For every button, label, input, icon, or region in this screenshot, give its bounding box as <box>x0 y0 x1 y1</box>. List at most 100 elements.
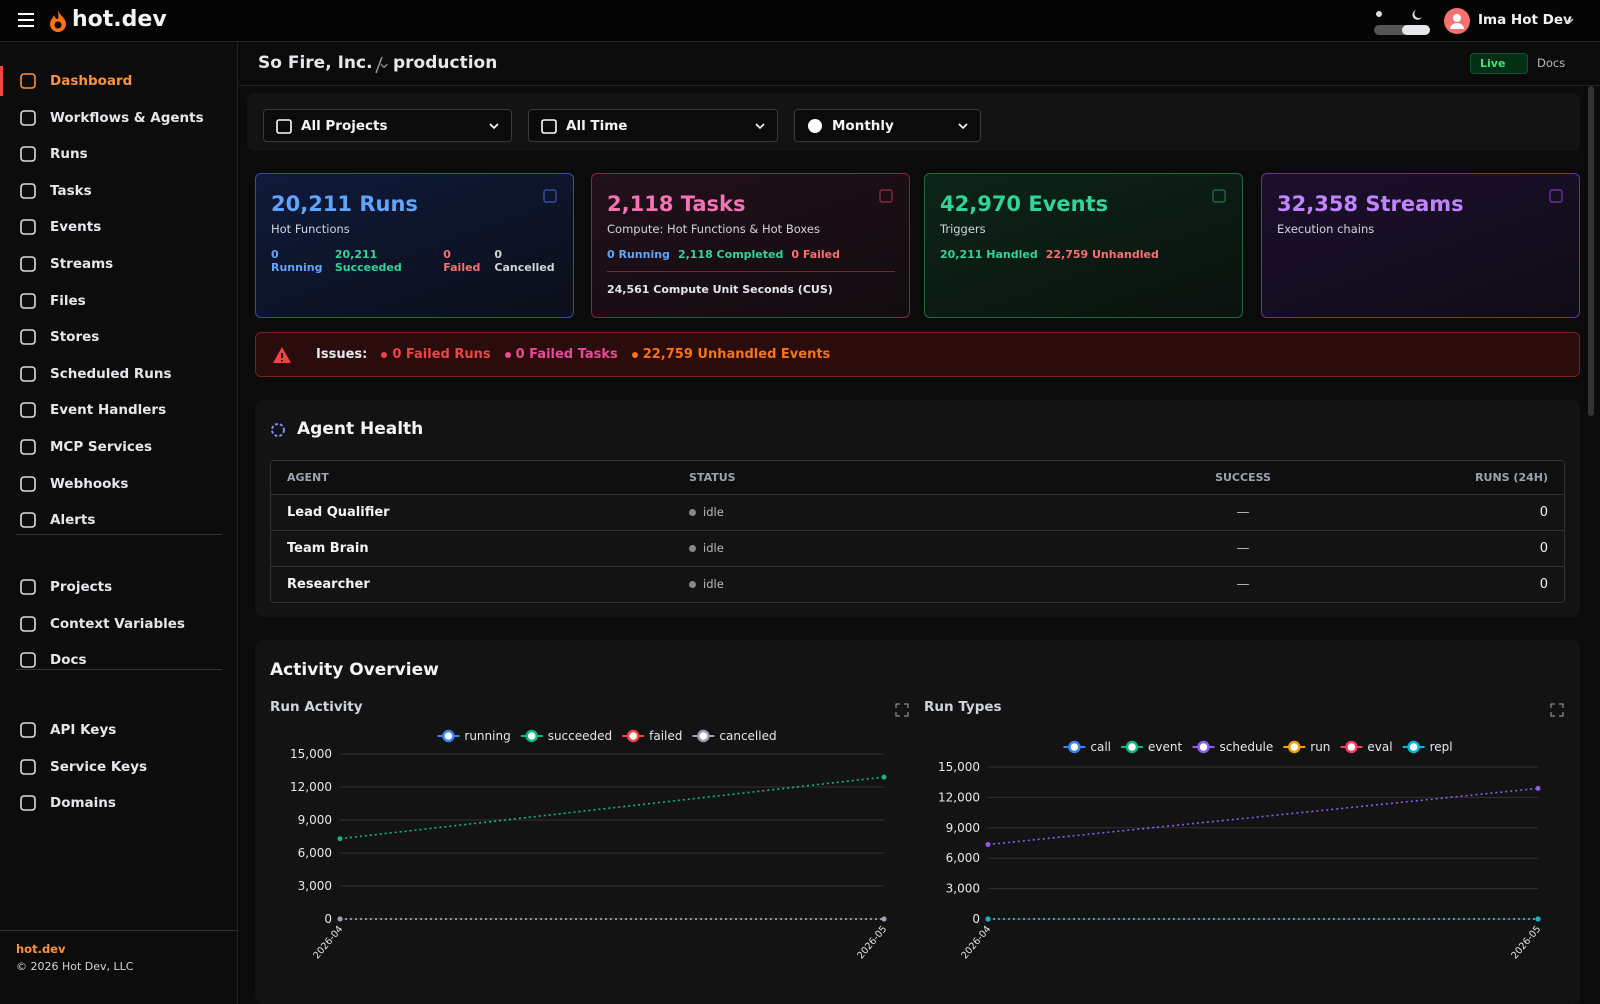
nav-item[interactable]: Events <box>18 212 101 242</box>
footer-link[interactable]: hot.dev <box>16 942 66 956</box>
nav-item[interactable]: Event Handlers <box>18 395 166 425</box>
legend-item[interactable]: schedule <box>1192 740 1273 754</box>
card-stat: 22,759 Unhandled <box>1045 248 1159 261</box>
nav-item[interactable]: Runs <box>18 139 88 169</box>
brand[interactable]: hot.dev <box>72 7 167 32</box>
filter-icon <box>541 118 557 134</box>
nav-icon <box>20 182 36 199</box>
table-cell: Team Brain <box>271 529 673 566</box>
card-icon <box>1549 189 1563 203</box>
nav-icon <box>20 402 36 419</box>
card-stats: 0 Running 20,211 Succeeded 0 Failed 0 Cance… <box>271 248 558 274</box>
legend-item[interactable]: repl <box>1402 740 1453 754</box>
nav-label: Projects <box>50 579 113 595</box>
nav-item[interactable]: Scheduled Runs <box>18 359 172 389</box>
card-stat: 0 Running <box>607 248 670 261</box>
docs-link[interactable]: Docs <box>1537 56 1566 70</box>
nav-item[interactable]: Alerts <box>18 505 95 535</box>
nav-icon <box>20 109 36 126</box>
theme-toggle[interactable] <box>1370 6 1434 38</box>
menu-icon[interactable] <box>18 13 34 27</box>
environment[interactable]: production <box>393 53 498 73</box>
nav-item[interactable]: Dashboard <box>18 66 132 96</box>
logo-icon <box>50 10 66 32</box>
card-icon <box>879 189 893 203</box>
nav-item[interactable]: Webhooks <box>18 469 128 499</box>
filter-button[interactable]: Monthly <box>794 109 981 142</box>
nav-item[interactable]: Streams <box>18 249 113 279</box>
issues-label: Issues: <box>316 347 368 362</box>
nav-label: Stores <box>50 329 100 346</box>
nav-icon <box>20 795 36 811</box>
nav-icon <box>20 722 36 738</box>
data-point <box>337 916 343 922</box>
issue-text: 0 Failed Tasks <box>515 347 618 362</box>
nav-item[interactable]: Files <box>18 286 86 316</box>
column-header: SUCCESS <box>1215 470 1271 484</box>
table-cell: 0 <box>1393 565 1564 602</box>
icon-shape <box>20 329 36 345</box>
nav-icon <box>20 256 36 272</box>
issue-item: 0 Failed Runs <box>381 347 491 362</box>
legend-marker <box>626 729 640 743</box>
legend-item[interactable]: event <box>1121 740 1182 754</box>
expand-icon[interactable] <box>1550 703 1564 717</box>
y-tick-label: 3,000 <box>946 882 980 896</box>
cell-text: 0 <box>1539 576 1548 592</box>
filter-icon <box>276 118 292 134</box>
status-dot <box>689 545 696 552</box>
footer-divider <box>0 930 237 931</box>
icon-shape <box>20 365 36 382</box>
nav-item[interactable]: Docs <box>18 645 87 675</box>
chart-title: Run Types <box>924 699 1002 715</box>
live-badge[interactable]: Live <box>1470 53 1529 74</box>
y-tick-label: 3,000 <box>298 879 332 893</box>
legend-marker <box>1345 740 1358 754</box>
nav-icon <box>20 146 36 162</box>
nav-item[interactable]: API Keys <box>18 715 116 745</box>
nav-item[interactable]: Service Keys <box>18 752 147 782</box>
avatar[interactable] <box>1444 8 1470 34</box>
nav-icon <box>20 758 36 775</box>
legend-item[interactable]: succeeded <box>520 729 612 743</box>
nav-icon <box>20 615 36 632</box>
icon-shape <box>541 118 557 134</box>
user-name[interactable]: Ima Hot Dev <box>1478 12 1572 28</box>
stat-card[interactable]: 20,211 Runs Hot Functions 0 Running 20,211 … <box>255 173 574 318</box>
legend-item[interactable]: cancelled <box>692 729 777 743</box>
stat-card[interactable]: 32,358 Streams Execution chains <box>1261 173 1580 318</box>
icon-shape <box>543 189 557 203</box>
nav-label: MCP Services <box>50 439 153 455</box>
icon-shape <box>20 652 36 668</box>
legend-marker <box>442 729 455 743</box>
nav-divider <box>16 534 222 535</box>
legend-item[interactable]: run <box>1283 740 1330 754</box>
legend-item[interactable]: eval <box>1340 740 1393 754</box>
slash-icon <box>375 56 383 74</box>
nav-item[interactable]: Domains <box>18 788 116 818</box>
legend-item[interactable]: failed <box>622 729 682 743</box>
nav-item[interactable]: Tasks <box>18 176 92 206</box>
filter-button[interactable]: All Projects <box>263 109 512 142</box>
nav-item[interactable]: Context Variables <box>18 609 185 639</box>
filter-button[interactable]: All Time <box>528 109 778 142</box>
legend-item[interactable]: running <box>437 729 511 743</box>
table-header-row: AGENT STATUS SUCCESS RUNS (24H) <box>271 461 1564 494</box>
stat-card[interactable]: 42,970 Events Triggers 20,211 Handled 22,75… <box>924 173 1243 318</box>
legend-item[interactable]: call <box>1063 740 1111 754</box>
nav-item[interactable]: Projects <box>18 572 112 602</box>
nav-label: Scheduled Runs <box>50 365 172 382</box>
table-row: Team Brain idle — 0 <box>271 529 1564 566</box>
stat-card[interactable]: 2,118 Tasks Compute: Hot Functions & Hot … <box>591 173 910 318</box>
nav-item[interactable]: MCP Services <box>18 432 152 462</box>
icon-shape <box>20 475 36 492</box>
org[interactable]: So Fire, Inc. <box>258 53 373 73</box>
expand-icon[interactable] <box>895 703 909 717</box>
table-cell: — <box>1093 529 1393 566</box>
nav-item[interactable]: Stores <box>18 322 99 352</box>
legend-marker <box>525 729 538 743</box>
card-title: 32,358 Streams <box>1277 192 1464 216</box>
icon-shape <box>20 146 36 162</box>
nav-item[interactable]: Workflows & Agents <box>18 103 204 133</box>
